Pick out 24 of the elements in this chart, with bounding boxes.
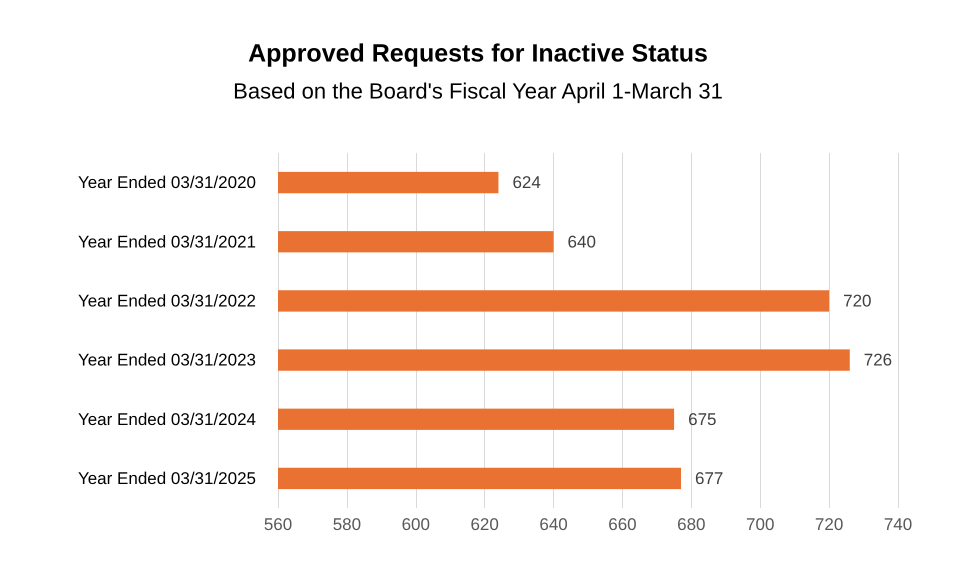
y-tick-label: Year Ended 03/31/2024	[78, 410, 256, 429]
data-label: 624	[512, 173, 541, 192]
x-tick-label: 560	[264, 515, 292, 534]
x-tick-label: 620	[470, 515, 499, 534]
y-tick-label: Year Ended 03/31/2022	[78, 291, 256, 310]
x-tick-label: 600	[402, 515, 430, 534]
x-tick-label: 660	[608, 515, 637, 534]
x-tick-label: 580	[332, 515, 362, 534]
chart-title: Approved Requests for Inactive Status	[248, 40, 708, 68]
data-label: 675	[688, 410, 716, 429]
y-tick-label: Year Ended 03/31/2025	[78, 468, 256, 488]
data-label: 677	[695, 468, 724, 488]
x-tick-label: 680	[677, 515, 706, 534]
x-tick-label: 700	[746, 515, 774, 534]
chart-subtitle: Based on the Board's Fiscal Year April 1-March 31	[233, 78, 723, 104]
data-label: 640	[568, 232, 596, 252]
y-tick-label: Year Ended 03/31/2023	[78, 350, 256, 370]
x-tick-label: 640	[539, 515, 568, 534]
y-tick-label: Year Ended 03/31/2020	[78, 173, 256, 192]
x-tick-label: 720	[814, 515, 844, 534]
x-tick-label: 740	[884, 515, 912, 534]
data-label: 726	[864, 350, 892, 370]
y-tick-label: Year Ended 03/31/2021	[78, 232, 256, 252]
data-label: 720	[843, 291, 872, 310]
